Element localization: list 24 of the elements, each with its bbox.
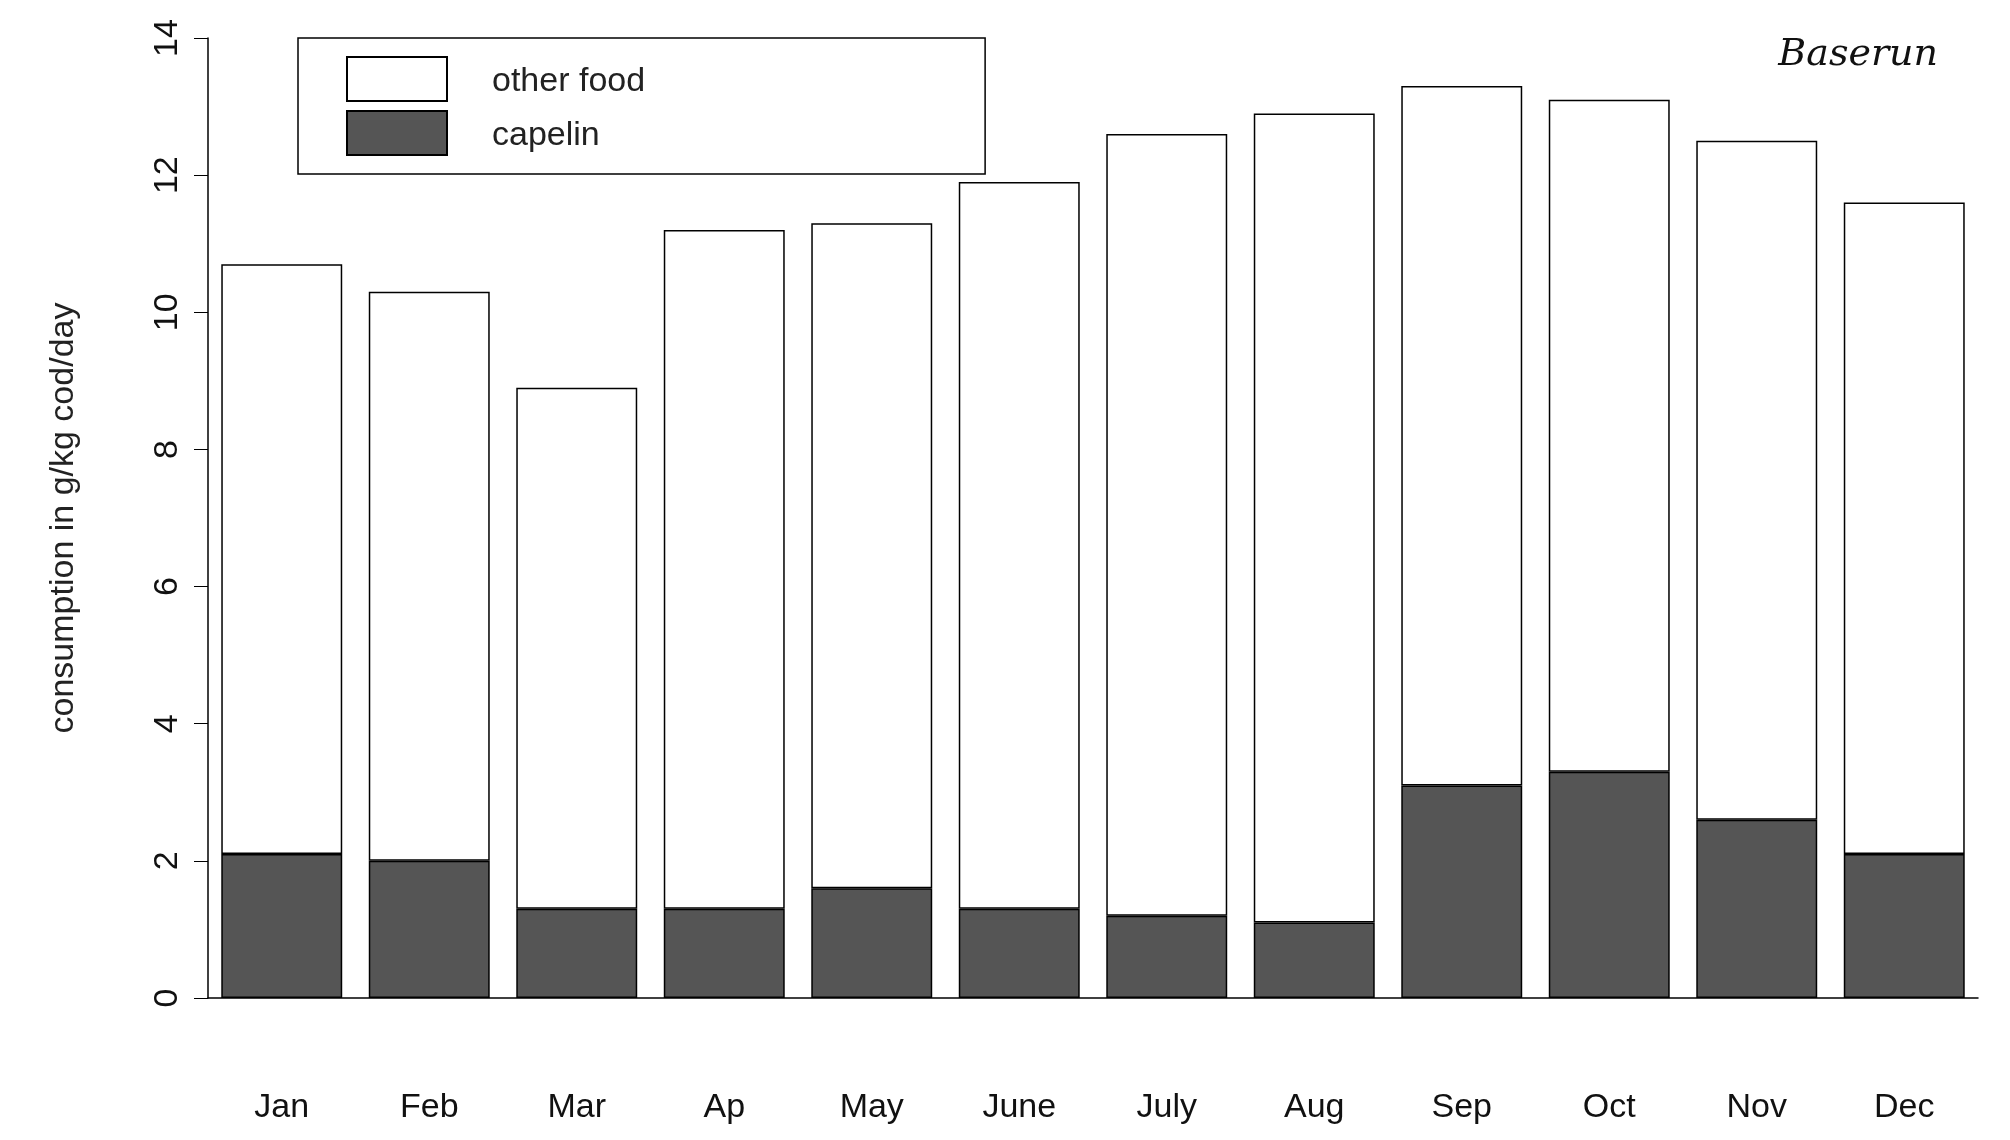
x-tick-label: Aug (1284, 1086, 1345, 1124)
y-tick-label: 12 (146, 156, 184, 195)
y-tick-label: 14 (146, 19, 184, 57)
y-tick-label: 6 (146, 577, 184, 597)
legend-label: capelin (492, 114, 600, 152)
x-tick-label: Feb (399, 1086, 459, 1124)
y-tick-label: 8 (146, 439, 184, 459)
x-tick-label: Oct (1582, 1086, 1637, 1124)
x-tick-label: June (982, 1086, 1057, 1124)
x-tick-label: Sep (1431, 1086, 1492, 1124)
y-axis-title: consumption in g/kg cod/day (42, 302, 80, 734)
x-tick-label: Nov (1726, 1086, 1787, 1124)
y-tick-label: 0 (146, 988, 184, 1008)
y-tick-label: 2 (146, 851, 184, 871)
x-tick-label: Ap (703, 1086, 746, 1124)
y-tick-label: 4 (146, 714, 184, 734)
annotation: Baserun (1777, 30, 1939, 74)
x-tick-label: Mar (547, 1086, 607, 1124)
y-tick-label: 10 (146, 293, 184, 332)
x-tick-label: Dec (1874, 1086, 1935, 1124)
x-tick-label: Jan (254, 1086, 310, 1124)
x-tick-label: July (1136, 1086, 1197, 1124)
x-tick-label: May (839, 1086, 904, 1124)
legend-label: other food (492, 60, 646, 98)
